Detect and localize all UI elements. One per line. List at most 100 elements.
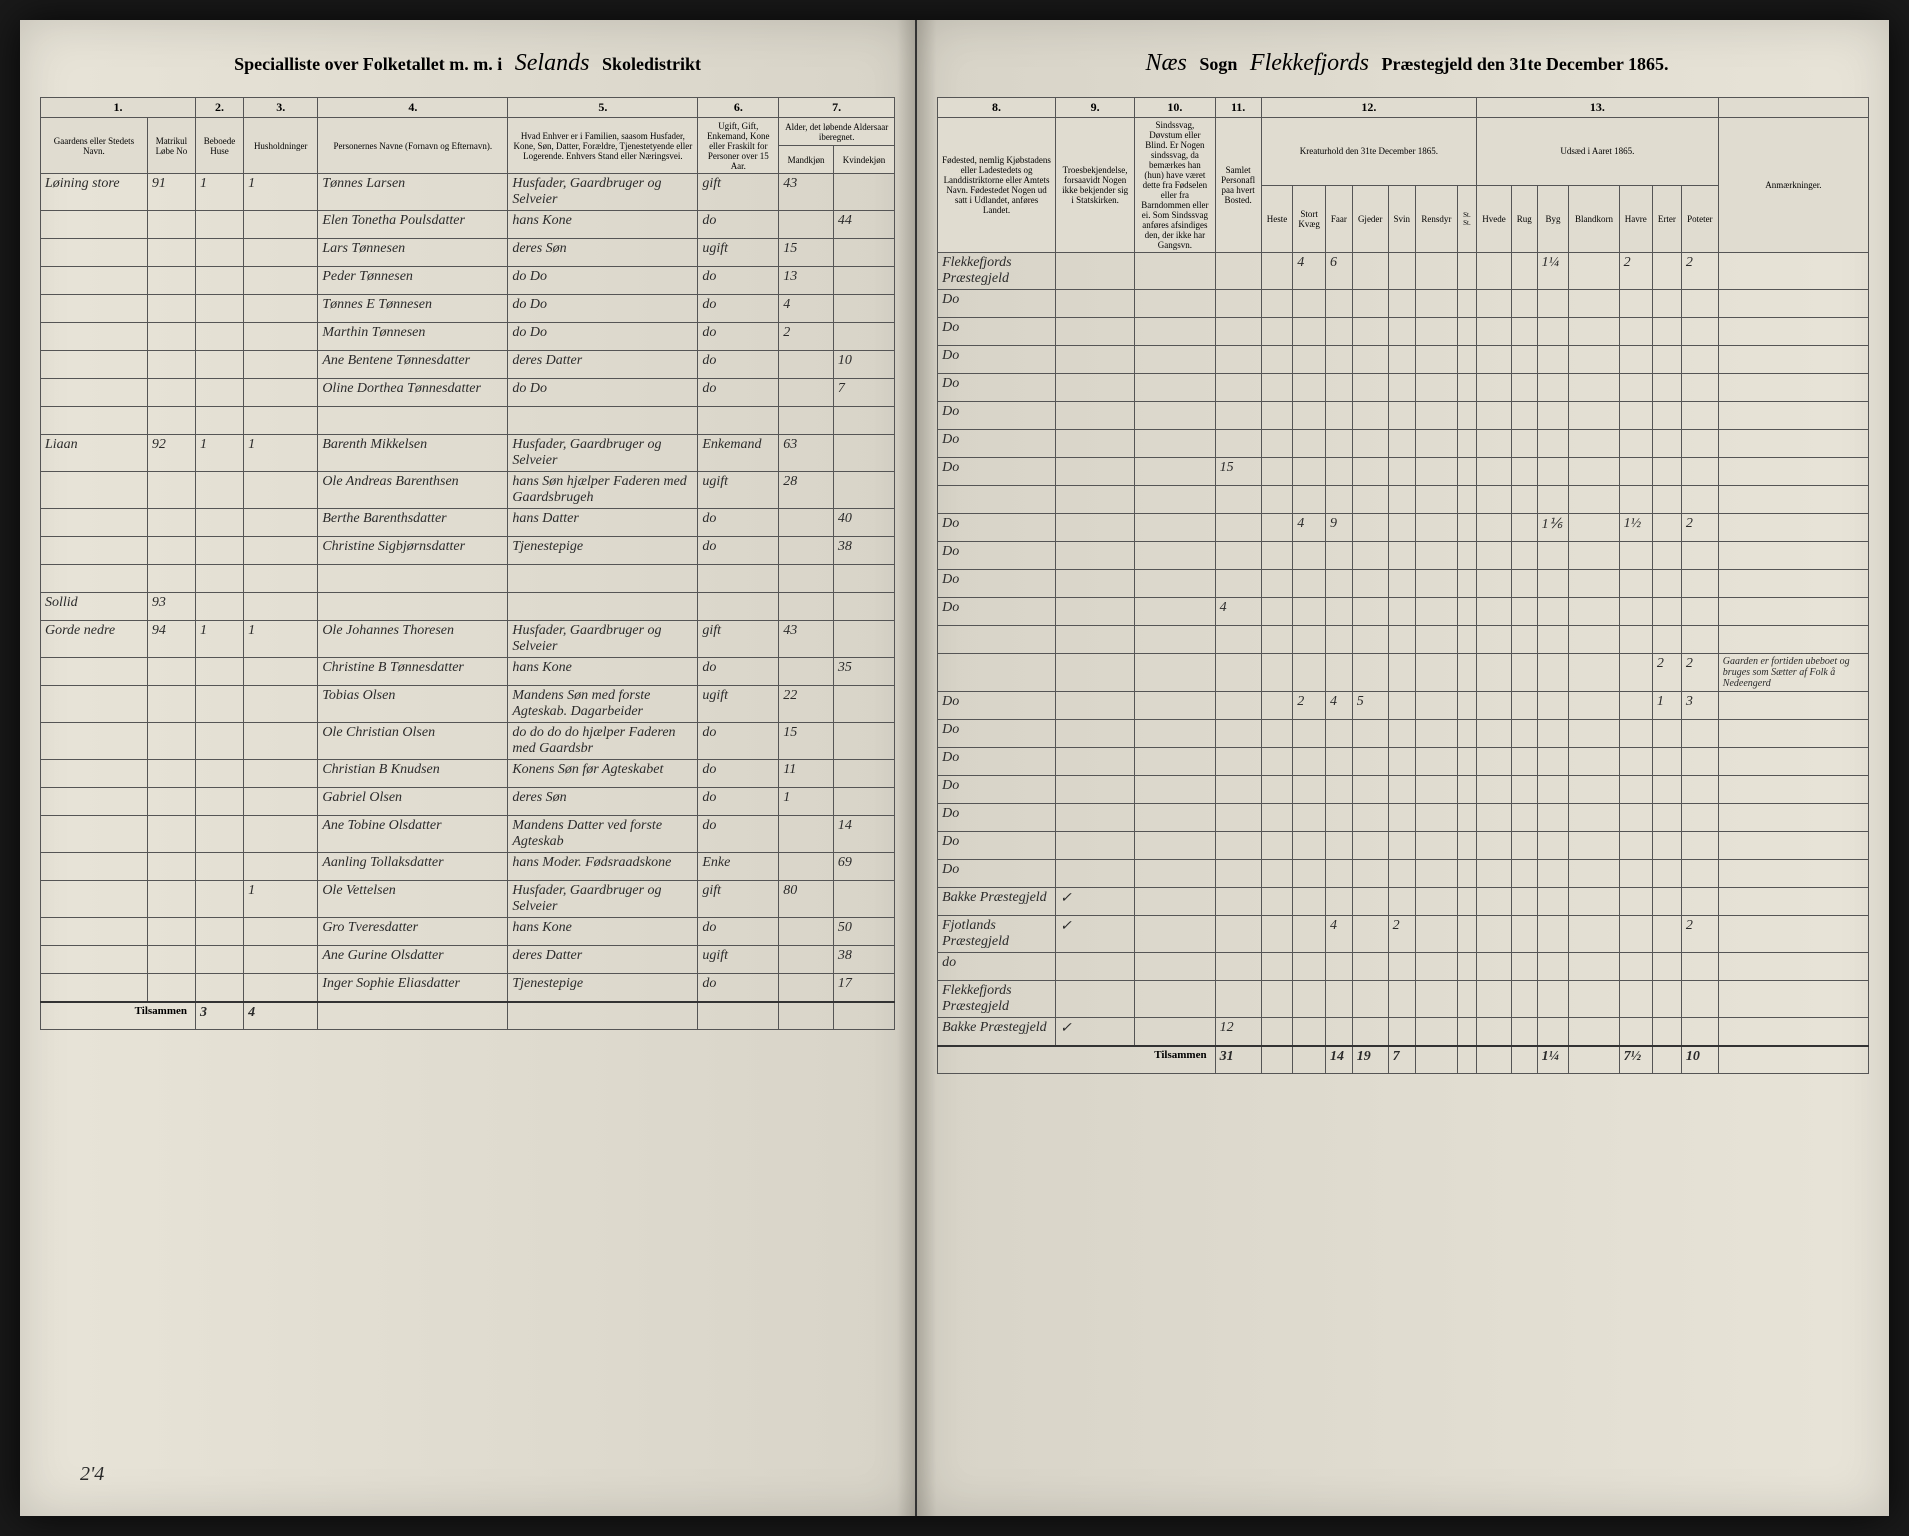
table-row: Do15	[938, 458, 1869, 486]
page-number: 2'4	[80, 1463, 104, 1486]
table-row: Do	[938, 860, 1869, 888]
table-row: Bakke Præstegjeld✓12	[938, 1018, 1869, 1046]
colhead-13d: Blandkorn	[1569, 185, 1619, 253]
table-row: Do	[938, 430, 1869, 458]
table-row: Fjotlands Præstegjeld✓422	[938, 916, 1869, 953]
colhead-11: Samlet Personafl paa hvert Bosted.	[1215, 118, 1261, 253]
colnum-11: 11.	[1215, 98, 1261, 118]
footer-tilsammen-left: Tilsammen	[41, 1002, 196, 1030]
table-row: Elen Tonetha Poulsdatterhans Konedo44	[41, 211, 895, 239]
colnum-12: 12.	[1261, 98, 1476, 118]
table-row: Do	[938, 374, 1869, 402]
table-row	[938, 486, 1869, 514]
right-page: Næs Sogn Flekkefjords Præstegjeld den 31…	[917, 20, 1889, 1516]
table-row: Aanling Tollaksdatterhans Moder. Fødsraa…	[41, 853, 895, 881]
colhead-remarks: Anmærkninger.	[1718, 118, 1868, 253]
table-row: Do	[938, 804, 1869, 832]
table-row: 1Ole VettelsenHusfader, Gaardbruger og S…	[41, 881, 895, 918]
colnum-13: 13.	[1477, 98, 1719, 118]
colhead-13g: Poteter	[1681, 185, 1718, 253]
colnum-9: 9.	[1056, 98, 1135, 118]
table-row: Tobias OlsenMandens Søn med forste Agtes…	[41, 686, 895, 723]
colnum-10: 10.	[1135, 98, 1215, 118]
table-row: Løining store9111Tønnes LarsenHusfader, …	[41, 174, 895, 211]
table-row: Ane Bentene Tønnesdatterderes Datterdo10	[41, 351, 895, 379]
colhead-12-title: Kreaturhold den 31te December 1865.	[1261, 118, 1476, 186]
table-row: Ane Tobine OlsdatterMandens Datter ved f…	[41, 816, 895, 853]
table-row: Inger Sophie EliasdatterTjenestepigedo17	[41, 974, 895, 1002]
colnum-3: 3.	[244, 98, 318, 118]
table-row: Gabriel Olsenderes Søndo1	[41, 788, 895, 816]
colhead-13e: Havre	[1619, 185, 1652, 253]
table-row: Ole Christian Olsendo do do do hjælper F…	[41, 723, 895, 760]
colhead-12c: Faar	[1325, 185, 1352, 253]
table-row: do	[938, 953, 1869, 981]
table-row: Lars Tønnesenderes Sønugift15	[41, 239, 895, 267]
colhead-1: Gaardens eller Stedets Navn.	[41, 118, 148, 174]
colhead-3: Husholdninger	[244, 118, 318, 174]
colnum-7: 7.	[779, 98, 895, 118]
colhead-12b: Stort Kvæg	[1293, 185, 1326, 253]
colhead-1b: Matrikul Løbe No	[147, 118, 195, 174]
table-row: Christian B KnudsenKonens Søn før Agtesk…	[41, 760, 895, 788]
left-page: Specialliste over Folketallet m. m. i Se…	[20, 20, 917, 1516]
colhead-12f: Rensdyr	[1415, 185, 1457, 253]
table-row: Do	[938, 570, 1869, 598]
header-text-1: Specialliste over Folketallet m. m. i	[234, 54, 502, 74]
table-row: Do4	[938, 598, 1869, 626]
header-sogn-label: Sogn	[1199, 54, 1237, 74]
table-row: Do24513	[938, 692, 1869, 720]
table-row: Do	[938, 290, 1869, 318]
table-row: Liaan9211Barenth MikkelsenHusfader, Gaar…	[41, 435, 895, 472]
colnum-4: 4.	[318, 98, 508, 118]
table-row: Gro Tveresdatterhans Konedo50	[41, 918, 895, 946]
header-right: Næs Sogn Flekkefjords Præstegjeld den 31…	[937, 50, 1869, 77]
colhead-9: Troesbekjendelse, forsaavidt Nogen ikke …	[1056, 118, 1135, 253]
colhead-7: Alder, det løbende Aldersaar iberegnet.	[779, 118, 895, 146]
table-row: Do	[938, 720, 1869, 748]
colhead-13c: Byg	[1537, 185, 1569, 253]
table-row: Marthin Tønnesendo Dodo2	[41, 323, 895, 351]
colhead-13a: Hvede	[1477, 185, 1512, 253]
colhead-4: Personernes Navne (Fornavn og Efternavn)…	[318, 118, 508, 174]
header-text-2: Skoledistrikt	[602, 54, 701, 74]
table-row: Do	[938, 542, 1869, 570]
table-row: Gorde nedre9411Ole Johannes ThoresenHusf…	[41, 621, 895, 658]
table-row: Do491⅙1½2	[938, 514, 1869, 542]
colhead-12e: Svin	[1388, 185, 1415, 253]
colhead-13-title: Udsæd i Aaret 1865.	[1477, 118, 1719, 186]
table-row: Bakke Præstegjeld✓	[938, 888, 1869, 916]
colhead-10: Sindssvag, Døvstum eller Blind. Er Nogen…	[1135, 118, 1215, 253]
table-row: Christine SigbjørnsdatterTjenestepigedo3…	[41, 537, 895, 565]
colnum-1: 1.	[41, 98, 196, 118]
table-row: Do	[938, 748, 1869, 776]
table-row: Do	[938, 402, 1869, 430]
colnum-2: 2.	[195, 98, 243, 118]
table-row	[938, 626, 1869, 654]
census-table-left: 1. 2. 3. 4. 5. 6. 7. Gaardens eller Sted…	[40, 97, 895, 1030]
colhead-6: Ugift, Gift, Enkemand, Kone eller Fraski…	[698, 118, 779, 174]
footer-sum2: 4	[244, 1002, 318, 1030]
colnum-5: 5.	[508, 98, 698, 118]
table-row: Peder Tønnesendo Dodo13	[41, 267, 895, 295]
colhead-12a: Heste	[1261, 185, 1293, 253]
header-prestegjeld: Flekkefjords	[1242, 50, 1377, 76]
colnum-6: 6.	[698, 98, 779, 118]
colhead-2: Beboede Huse	[195, 118, 243, 174]
colhead-7b: Kvindekjøn	[833, 146, 894, 174]
census-ledger-book: Specialliste over Folketallet m. m. i Se…	[20, 20, 1889, 1516]
header-sogn: Næs	[1138, 50, 1195, 76]
table-row: Oline Dorthea Tønnesdatterdo Dodo7	[41, 379, 895, 407]
header-date: Præstegjeld den 31te December 1865.	[1381, 54, 1668, 74]
table-row: Flekkefjords Præstegjeld461¼22	[938, 253, 1869, 290]
header-district: Selands	[507, 50, 598, 76]
colhead-13f: Erter	[1652, 185, 1681, 253]
table-row: Berthe Barenthsdatterhans Datterdo40	[41, 509, 895, 537]
table-row	[41, 565, 895, 593]
table-row: Sollid93	[41, 593, 895, 621]
table-row: Do	[938, 776, 1869, 804]
colnum-8: 8.	[938, 98, 1056, 118]
table-row: Do	[938, 832, 1869, 860]
table-row: Tønnes E Tønnesendo Dodo4	[41, 295, 895, 323]
table-row	[41, 407, 895, 435]
